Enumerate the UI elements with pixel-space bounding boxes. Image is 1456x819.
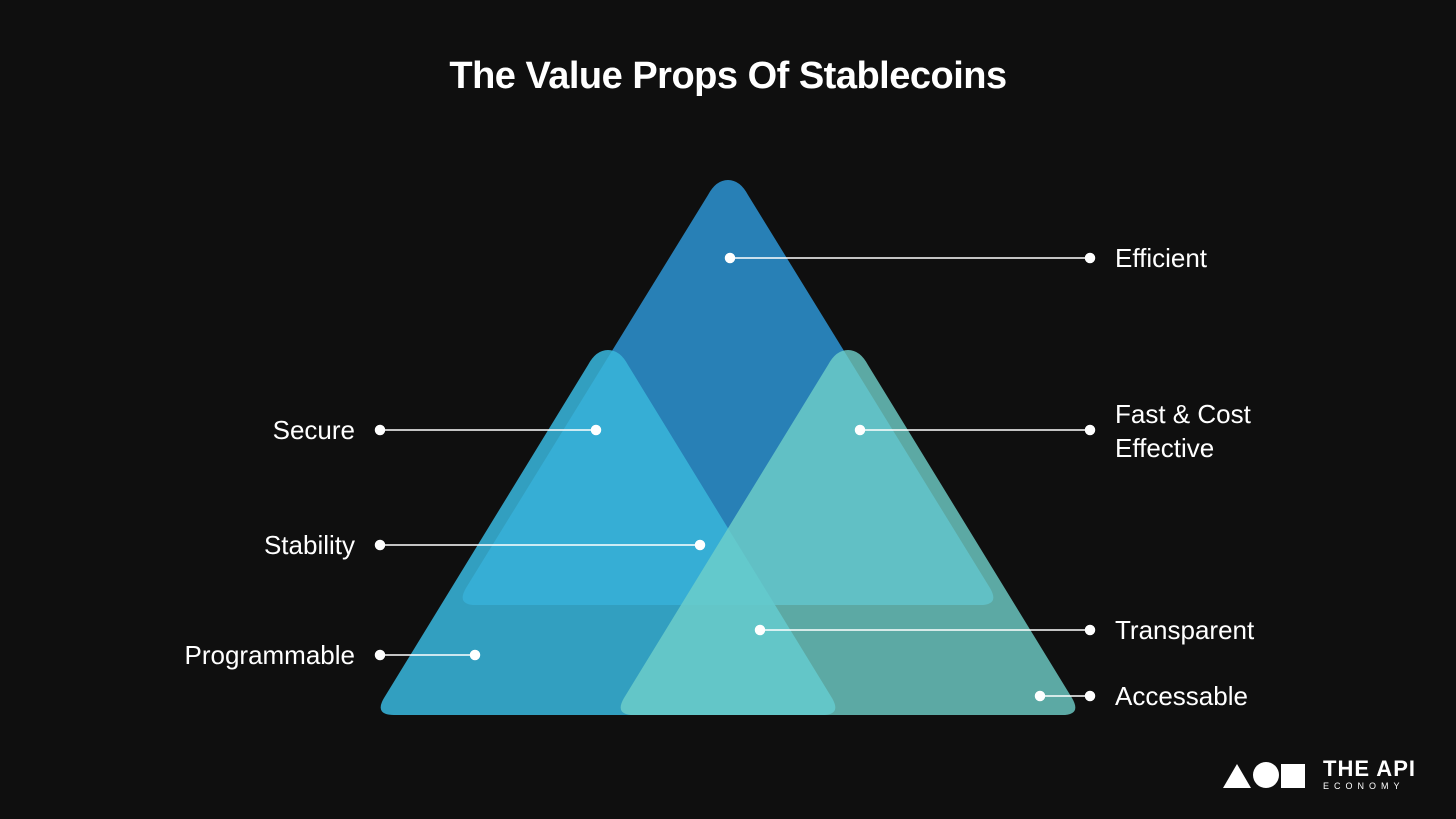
label-accessable: Accessable bbox=[1115, 680, 1248, 714]
label-fast-cost: Fast & Cost Effective bbox=[1115, 398, 1295, 466]
logo-shapes-icon bbox=[1223, 762, 1305, 788]
logo-sub-text: ECONOMY bbox=[1323, 782, 1416, 791]
label-efficient: Efficient bbox=[1115, 242, 1207, 276]
brand-logo: THE API ECONOMY bbox=[1223, 758, 1416, 791]
logo-circle-icon bbox=[1253, 762, 1279, 788]
logo-main-text: THE API bbox=[1323, 758, 1416, 780]
logo-text: THE API ECONOMY bbox=[1323, 758, 1416, 791]
label-transparent: Transparent bbox=[1115, 614, 1254, 648]
label-stability: Stability bbox=[264, 529, 355, 563]
logo-square-icon bbox=[1281, 764, 1305, 788]
label-secure: Secure bbox=[273, 414, 355, 448]
logo-triangle-icon bbox=[1223, 764, 1251, 788]
label-programmable: Programmable bbox=[184, 639, 355, 673]
